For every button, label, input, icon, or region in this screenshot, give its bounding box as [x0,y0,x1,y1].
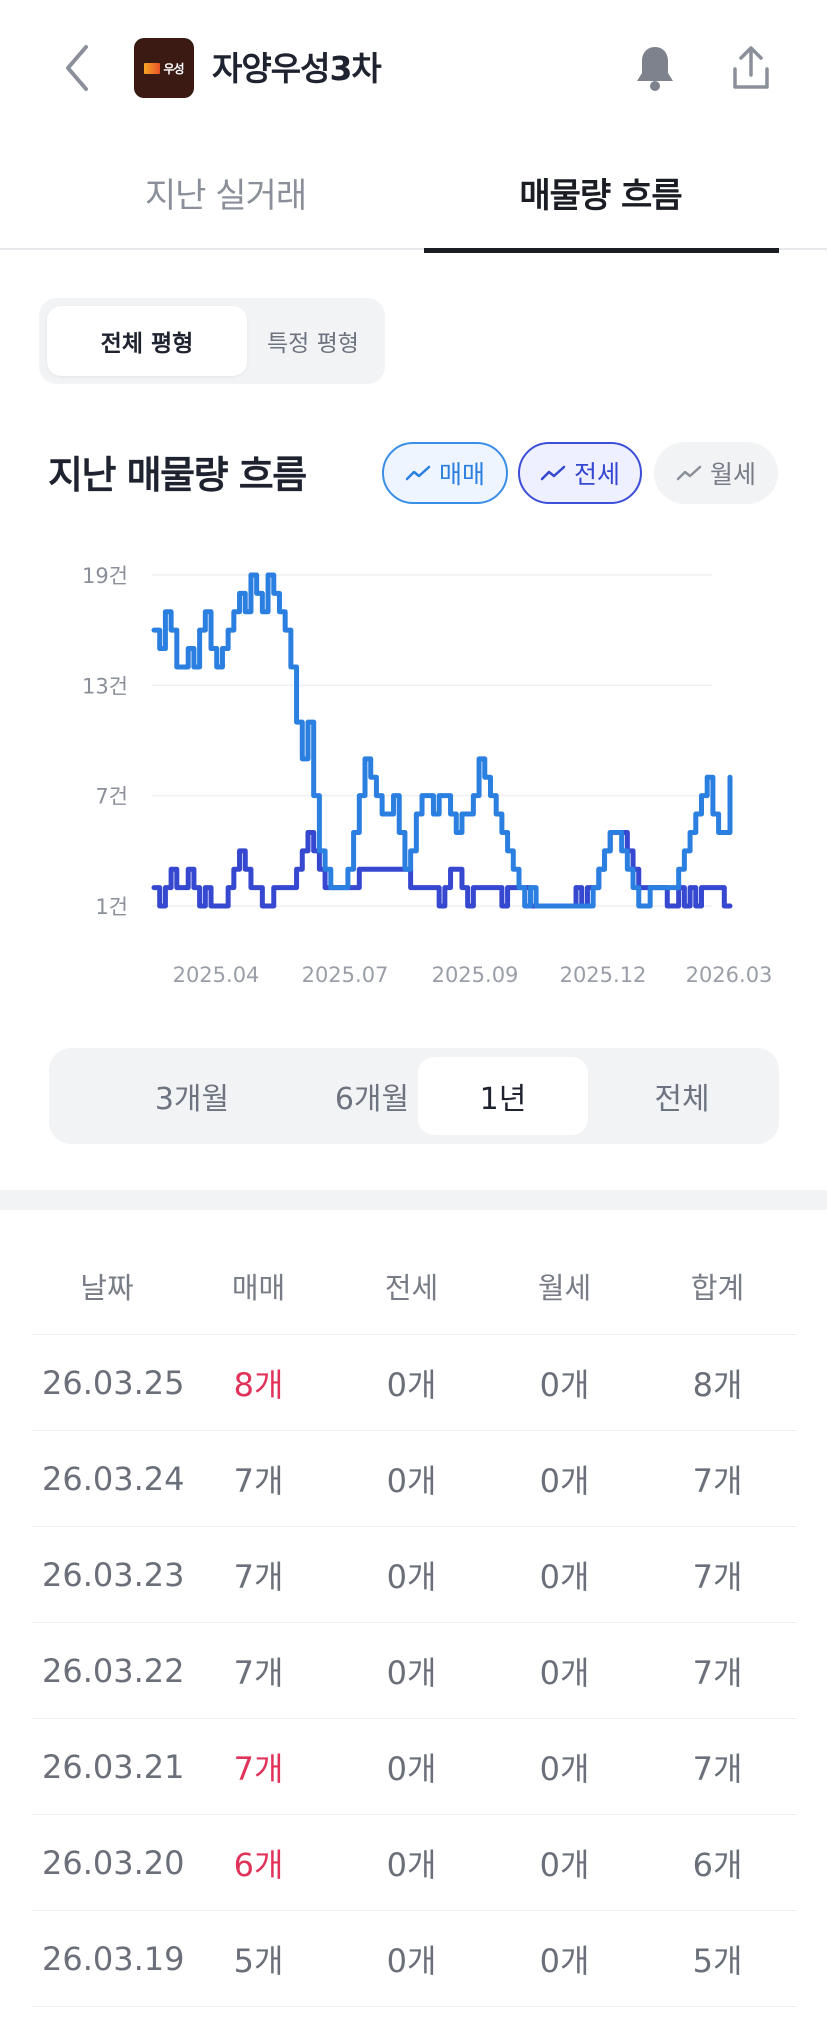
listing-flow-chart: 19건 13건 7건 1건 2025.04 2025.07 2025.09 2025.12 20… [82,564,773,987]
table-header: 날짜 매매 전세 월세 합계 [32,1238,797,1335]
listing-table: 날짜 매매 전세 월세 합계 26.03.25 8개 0개 0개 8개 26.0… [32,1238,797,2007]
x-tick-label: 2025.04 [173,963,260,987]
chip-jeonse[interactable]: 전세 [518,442,642,504]
cell-date: 26.03.25 [42,1363,185,1402]
cell-sale: 7개 [233,1749,284,1788]
period-option-3m[interactable]: 3개월 [154,1082,230,1117]
tab-past-transactions[interactable]: 지난 실거래 [144,176,307,216]
cell-wolse: 0개 [539,1653,590,1692]
trend-icon [676,464,702,482]
table-row: 26.03.21 7개 0개 0개 7개 [32,1719,797,1815]
notification-button[interactable] [630,38,680,98]
table-row: 26.03.23 7개 0개 0개 7개 [32,1527,797,1623]
chip-label: 월세 [709,460,756,489]
cell-total: 5개 [692,1941,743,1980]
cell-date: 26.03.20 [42,1843,185,1882]
cell-wolse: 0개 [539,1557,590,1596]
size-filter: 전체 평형 특정 평형 [39,298,385,384]
cell-wolse: 0개 [539,1845,590,1884]
cell-total: 7개 [692,1557,743,1596]
x-tick-label: 2025.07 [302,963,389,987]
cell-jeonse: 0개 [386,1749,437,1788]
header-wolse: 월세 [537,1271,592,1305]
cell-jeonse: 0개 [386,1845,437,1884]
tab-listing-flow[interactable]: 매물량 흐름 [424,150,779,253]
table-row: 26.03.24 7개 0개 0개 7개 [32,1431,797,1527]
period-option-all[interactable]: 전체 [654,1082,710,1117]
cell-wolse: 0개 [539,1941,590,1980]
period-option-1y[interactable]: 1년 [418,1057,588,1135]
section-divider [0,1190,827,1210]
header-jeonse: 전세 [384,1271,439,1305]
table-row: 26.03.19 5개 0개 0개 5개 [32,1911,797,2007]
size-option-all[interactable]: 전체 평형 [47,306,247,376]
chip-label: 매매 [438,460,485,489]
cell-date: 26.03.22 [42,1651,185,1690]
chevron-left-icon [66,45,88,91]
cell-total: 7개 [692,1749,743,1788]
cell-total: 8개 [692,1365,743,1404]
header-total: 합계 [690,1271,745,1305]
logo-mark-icon [144,62,161,74]
x-tick-label: 2025.09 [432,963,519,987]
cell-sale: 7개 [233,1557,284,1596]
tab-active-indicator [424,248,779,253]
table-body: 26.03.25 8개 0개 0개 8개 26.03.24 7개 0개 0개 7… [32,1335,797,2007]
cell-date: 26.03.19 [42,1939,185,1978]
main-tabs: 지난 실거래 매물량 흐름 [0,150,827,253]
cell-sale: 5개 [233,1941,284,1980]
cell-wolse: 0개 [539,1461,590,1500]
y-tick-label: 1건 [95,895,128,919]
cell-jeonse: 0개 [386,1461,437,1500]
cell-sale: 6개 [233,1845,284,1884]
header-date: 날짜 [80,1271,134,1305]
cell-total: 6개 [692,1845,743,1884]
cell-wolse: 0개 [539,1749,590,1788]
x-tick-label: 2026.03 [686,963,773,987]
app-header: 우성 자양우성3차 [0,0,827,135]
cell-sale: 7개 [233,1653,284,1692]
bell-icon [637,47,673,91]
cell-sale: 8개 [233,1365,284,1404]
table-row: 26.03.22 7개 0개 0개 7개 [32,1623,797,1719]
trend-icon [405,464,431,482]
trend-icon [540,464,566,482]
chip-sale[interactable]: 매매 [382,442,508,504]
cell-date: 26.03.24 [42,1459,185,1498]
share-button[interactable] [726,38,776,98]
complex-logo: 우성 [134,38,194,98]
series-line-sale [151,572,733,909]
chart-title: 지난 매물량 흐름 [48,453,307,497]
tab-label: 매물량 흐름 [519,176,682,216]
period-option-6m[interactable]: 6개월 [334,1082,410,1117]
cell-total: 7개 [692,1653,743,1692]
header-sale: 매매 [231,1271,286,1305]
period-filter: 3개월 6개월 1년 전체 [49,1048,779,1144]
cell-date: 26.03.21 [42,1747,185,1786]
cell-jeonse: 0개 [386,1653,437,1692]
cell-total: 7개 [692,1461,743,1500]
size-option-specific[interactable]: 특정 평형 [267,331,359,357]
back-button[interactable] [52,36,102,100]
cell-date: 26.03.23 [42,1555,185,1594]
table-row: 26.03.25 8개 0개 0개 8개 [32,1335,797,1431]
y-tick-label: 13건 [82,674,128,698]
chip-wolse[interactable]: 월세 [654,442,778,504]
y-tick-label: 19건 [82,564,128,588]
cell-jeonse: 0개 [386,1365,437,1404]
cell-jeonse: 0개 [386,1557,437,1596]
share-icon [733,46,769,89]
cell-jeonse: 0개 [386,1941,437,1980]
cell-sale: 7개 [233,1461,284,1500]
x-tick-label: 2025.12 [560,963,647,987]
logo-text: 우성 [163,61,184,76]
table-row: 26.03.20 6개 0개 0개 6개 [32,1815,797,1911]
series-line-jeonse [151,829,733,909]
page-title: 자양우성3차 [212,49,382,88]
y-tick-label: 7건 [95,785,128,809]
chip-label: 전세 [573,460,620,489]
cell-wolse: 0개 [539,1365,590,1404]
